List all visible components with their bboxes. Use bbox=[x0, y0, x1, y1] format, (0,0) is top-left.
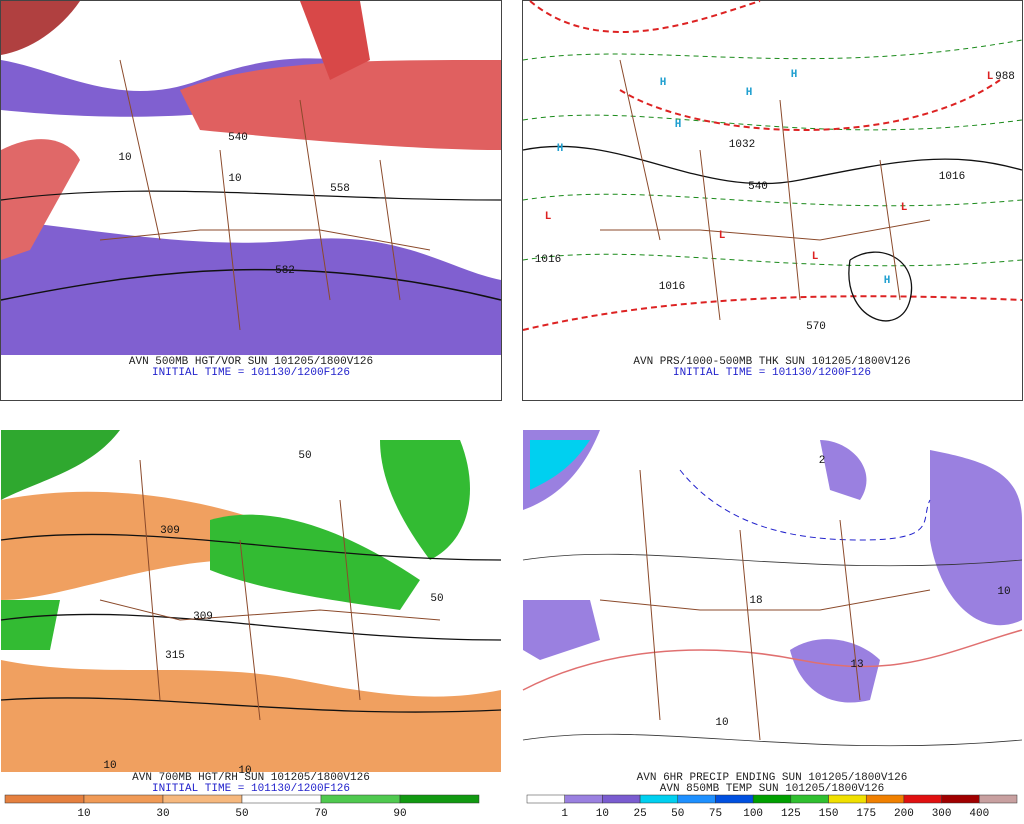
legend-swatch bbox=[677, 794, 716, 804]
pressure-center: L bbox=[812, 251, 819, 263]
legend-swatch bbox=[790, 794, 829, 804]
contour-label: 10 bbox=[228, 173, 241, 185]
map-caption: AVN 850MB TEMP SUN 101205/1800V126 bbox=[660, 783, 884, 795]
legend-label: 25 bbox=[633, 808, 646, 819]
legend-label: 30 bbox=[156, 808, 169, 819]
contour-label: 315 bbox=[165, 650, 185, 662]
legend-label: 150 bbox=[819, 808, 839, 819]
legend-label: 90 bbox=[393, 808, 406, 819]
contour-label: 540 bbox=[748, 181, 768, 193]
legend-label: 1 bbox=[561, 808, 568, 819]
legend-swatch bbox=[752, 794, 792, 804]
pressure-center: L bbox=[901, 202, 908, 214]
legend-swatch bbox=[320, 794, 401, 804]
map-caption: AVN 6HR PRECIP ENDING SUN 101205/1800V12… bbox=[637, 772, 908, 784]
legend-swatch bbox=[828, 794, 867, 804]
legend-swatch bbox=[526, 794, 565, 804]
contour-label: 540 bbox=[228, 132, 248, 144]
legend-label: 75 bbox=[709, 808, 722, 819]
contour-label: 309 bbox=[160, 525, 180, 537]
pressure-center: H bbox=[675, 119, 682, 131]
legend-label: 10 bbox=[596, 808, 609, 819]
contour-label: 50 bbox=[298, 450, 311, 462]
pressure-center: L bbox=[987, 71, 994, 83]
legend-swatch bbox=[399, 794, 480, 804]
map-caption: INITIAL TIME = 101130/1200F126 bbox=[152, 367, 350, 379]
contour-label: 10 bbox=[997, 586, 1010, 598]
contour-label: 1016 bbox=[659, 281, 685, 293]
legend-label: 400 bbox=[969, 808, 989, 819]
legend-swatch bbox=[564, 794, 603, 804]
pressure-center: H bbox=[660, 77, 667, 89]
contour-label: 309 bbox=[193, 611, 213, 623]
map-700mb bbox=[0, 430, 502, 772]
legend-swatch bbox=[4, 794, 85, 804]
map-caption: AVN 500MB HGT/VOR SUN 101205/1800V126 bbox=[129, 356, 373, 368]
pressure-center: H bbox=[791, 69, 798, 81]
legend-label: 100 bbox=[743, 808, 763, 819]
contour-label: 13 bbox=[850, 659, 863, 671]
contour-label: 10 bbox=[118, 152, 131, 164]
map-caption: INITIAL TIME = 101130/1200F126 bbox=[152, 783, 350, 795]
contour-label: 988 bbox=[995, 71, 1015, 83]
legend-swatch bbox=[941, 794, 980, 804]
legend-swatch bbox=[979, 794, 1018, 804]
contour-label: 1032 bbox=[729, 139, 755, 151]
panel-frame bbox=[0, 0, 502, 401]
contour-label: 570 bbox=[806, 321, 826, 333]
map-precip bbox=[522, 430, 1023, 772]
legend-swatch bbox=[903, 794, 942, 804]
legend-swatch bbox=[241, 794, 322, 804]
map-500mb bbox=[0, 1, 502, 355]
map-pressure bbox=[522, 0, 1023, 355]
map-caption: INITIAL TIME = 101130/1200F126 bbox=[673, 367, 871, 379]
map-caption: AVN PRS/1000-500MB THK SUN 101205/1800V1… bbox=[633, 356, 910, 368]
legend-label: 70 bbox=[314, 808, 327, 819]
legend-label: 300 bbox=[932, 808, 952, 819]
contour-label: 50 bbox=[430, 593, 443, 605]
pressure-center: L bbox=[719, 230, 726, 242]
legend-swatch bbox=[715, 794, 754, 804]
legend-label: 175 bbox=[856, 808, 876, 819]
contour-label: 10 bbox=[715, 717, 728, 729]
legend-label: 125 bbox=[781, 808, 801, 819]
legend-label: 10 bbox=[77, 808, 90, 819]
legend-label: 50 bbox=[671, 808, 684, 819]
legend-swatch bbox=[865, 794, 905, 804]
contour-label: 10 bbox=[103, 760, 116, 772]
contour-label: 582 bbox=[275, 265, 295, 277]
legend-swatch bbox=[602, 794, 641, 804]
contour-label: 1016 bbox=[939, 171, 965, 183]
contour-label: 18 bbox=[749, 595, 762, 607]
legend-label: 50 bbox=[235, 808, 248, 819]
contour-label: 1016 bbox=[535, 254, 561, 266]
legend-swatch bbox=[83, 794, 164, 804]
pressure-center: H bbox=[557, 143, 564, 155]
panel-frame bbox=[522, 0, 1023, 401]
legend-label: 200 bbox=[894, 808, 914, 819]
contour-label: 2 bbox=[819, 455, 826, 467]
pressure-center: L bbox=[545, 211, 552, 223]
pressure-center: H bbox=[884, 275, 891, 287]
legend-swatch bbox=[162, 794, 243, 804]
contour-label: 10 bbox=[238, 765, 251, 777]
legend-swatch bbox=[639, 794, 679, 804]
pressure-center: H bbox=[746, 87, 753, 99]
contour-label: 558 bbox=[330, 183, 350, 195]
map-caption: AVN 700MB HGT/RH SUN 101205/1800V126 bbox=[132, 772, 370, 784]
